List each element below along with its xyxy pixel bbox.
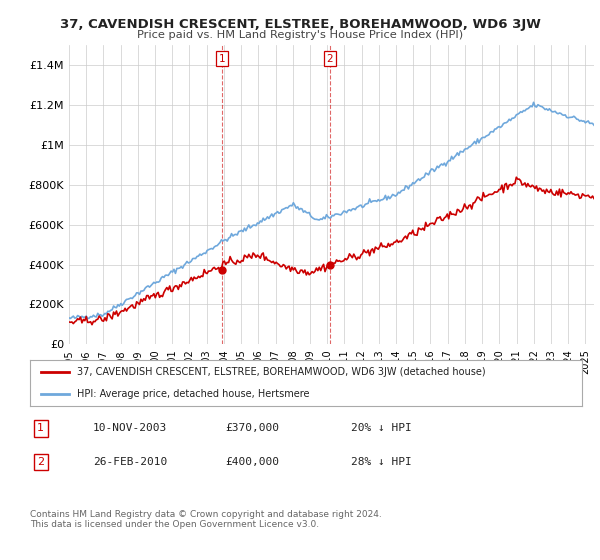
Text: 37, CAVENDISH CRESCENT, ELSTREE, BOREHAMWOOD, WD6 3JW: 37, CAVENDISH CRESCENT, ELSTREE, BOREHAM… xyxy=(59,18,541,31)
Text: 1: 1 xyxy=(218,54,225,64)
Text: 26-FEB-2010: 26-FEB-2010 xyxy=(93,457,167,467)
Text: HPI: Average price, detached house, Hertsmere: HPI: Average price, detached house, Hert… xyxy=(77,389,310,399)
Text: Contains HM Land Registry data © Crown copyright and database right 2024.
This d: Contains HM Land Registry data © Crown c… xyxy=(30,510,382,529)
Text: 2: 2 xyxy=(37,457,44,467)
Text: 37, CAVENDISH CRESCENT, ELSTREE, BOREHAMWOOD, WD6 3JW (detached house): 37, CAVENDISH CRESCENT, ELSTREE, BOREHAM… xyxy=(77,367,485,377)
Text: 10-NOV-2003: 10-NOV-2003 xyxy=(93,423,167,433)
Text: 1: 1 xyxy=(37,423,44,433)
Text: £370,000: £370,000 xyxy=(225,423,279,433)
Text: Price paid vs. HM Land Registry's House Price Index (HPI): Price paid vs. HM Land Registry's House … xyxy=(137,30,463,40)
Text: 28% ↓ HPI: 28% ↓ HPI xyxy=(351,457,412,467)
Text: 20% ↓ HPI: 20% ↓ HPI xyxy=(351,423,412,433)
Text: £400,000: £400,000 xyxy=(225,457,279,467)
Text: 2: 2 xyxy=(326,54,333,64)
